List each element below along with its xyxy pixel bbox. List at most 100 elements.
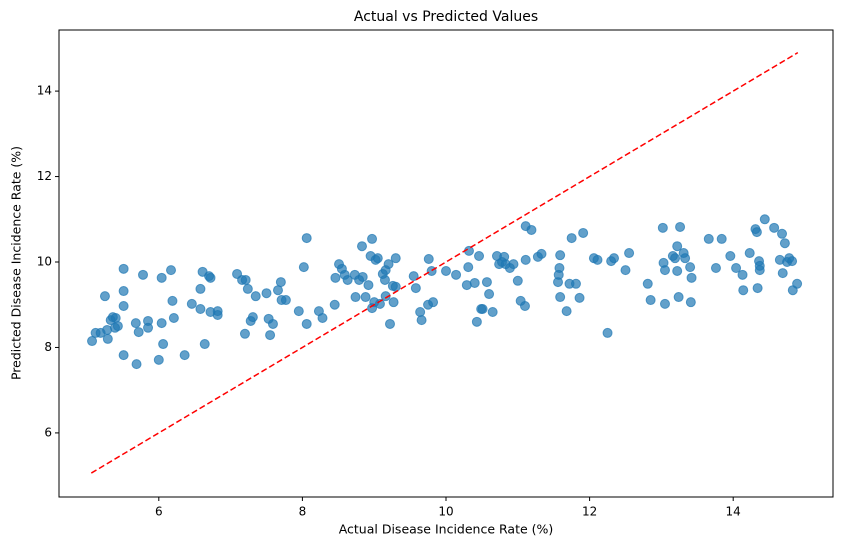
scatter-point (725, 251, 736, 262)
scatter-point (329, 299, 340, 310)
y-tick-label: 10 (37, 255, 52, 269)
scatter-point (777, 228, 788, 239)
scatter-point (680, 253, 691, 264)
scatter-point (118, 301, 129, 312)
scatter-point (275, 277, 286, 288)
scatter-point (672, 241, 683, 252)
scatter-point (620, 265, 631, 276)
scatter-point (685, 297, 696, 308)
x-tick-label: 10 (438, 505, 453, 519)
scatter-point (301, 318, 312, 329)
scatter-point (566, 233, 577, 244)
scatter-point (554, 262, 565, 273)
scatter-point (526, 224, 537, 235)
scatter-point (239, 328, 250, 339)
scatter-point (110, 312, 121, 323)
x-axis-label: Actual Disease Incidence Rate (%) (339, 522, 554, 537)
scatter-point (317, 312, 328, 323)
scatter-point (792, 278, 803, 289)
scatter-point (415, 306, 426, 317)
scatter-point (330, 272, 341, 283)
scatter-point (481, 277, 492, 288)
scatter-point (769, 222, 780, 233)
scatter-point (166, 265, 177, 276)
scatter-point (390, 281, 401, 292)
scatter-point (645, 295, 656, 306)
scatter-point (463, 262, 474, 273)
scatter-point (670, 253, 681, 264)
scatter-point (731, 262, 742, 273)
scatter-point (672, 265, 683, 276)
y-tick-label: 6 (44, 425, 52, 439)
scatter-point (168, 312, 179, 323)
scatter-point (367, 233, 378, 244)
reference-line (90, 52, 799, 474)
scatter-point (179, 350, 190, 361)
scatter-point (143, 322, 154, 333)
x-tick-label: 14 (726, 505, 741, 519)
scatter-point (118, 350, 129, 361)
scatter-point (710, 262, 721, 273)
scatter-point (99, 291, 110, 302)
y-tick-label: 12 (37, 169, 52, 183)
scatter-point (390, 253, 401, 264)
scatter-point (752, 283, 763, 294)
scatter-point (112, 321, 123, 332)
scatter-point (754, 260, 765, 271)
scatter-point (759, 214, 770, 225)
scatter-point (267, 318, 278, 329)
scatter-point (195, 283, 206, 294)
scatter-point (261, 288, 272, 299)
chart-title: Actual vs Predicted Values (354, 9, 538, 25)
scatter-point (609, 253, 620, 264)
scatter-point (555, 292, 566, 303)
scatter-point (574, 292, 585, 303)
scatter-point (242, 283, 253, 294)
scatter-point (686, 272, 697, 283)
scatter-point (156, 318, 167, 329)
scatter-point (383, 259, 394, 270)
scatter-point (131, 359, 142, 370)
scatter-point (301, 233, 312, 244)
y-tick-label: 8 (44, 340, 52, 354)
scatter-point (138, 269, 149, 280)
scatter-point (659, 265, 670, 276)
scatter-point (408, 271, 419, 282)
scatter-point (716, 233, 727, 244)
scatter-point (130, 318, 141, 329)
scatter-point (350, 292, 361, 303)
scatter-point (508, 259, 519, 270)
scatter-point (441, 265, 451, 276)
plot-frame (58, 29, 834, 498)
x-tick-label: 12 (582, 505, 597, 519)
scatter-point (642, 278, 653, 289)
scatter-point (779, 238, 790, 249)
scatter-point (410, 283, 421, 294)
y-axis-label: Predicted Disease Incidence Rate (%) (9, 146, 24, 380)
scatter-point (512, 275, 523, 286)
scatter-point (379, 274, 390, 285)
scatter-point (167, 295, 178, 306)
scatter-point (703, 233, 714, 244)
scatter-point (738, 285, 749, 296)
scatter-point (428, 297, 439, 308)
scatter-point (158, 339, 169, 350)
x-tick-label: 8 (299, 505, 307, 519)
scatter-point (592, 254, 603, 265)
scatter-point (578, 227, 589, 238)
scatter-point (751, 227, 762, 238)
scatter-point (356, 241, 367, 252)
scatter-point (777, 268, 788, 279)
scatter-point (280, 295, 291, 306)
scatter-point (602, 327, 613, 338)
scatter-point (536, 248, 547, 259)
scatter-point (265, 330, 276, 341)
scatter-point (360, 292, 371, 303)
scatter-point (186, 298, 197, 309)
scatter-point (250, 291, 261, 302)
scatter-point (474, 251, 485, 262)
scatter-point (487, 306, 498, 317)
scatter-point (357, 271, 368, 282)
